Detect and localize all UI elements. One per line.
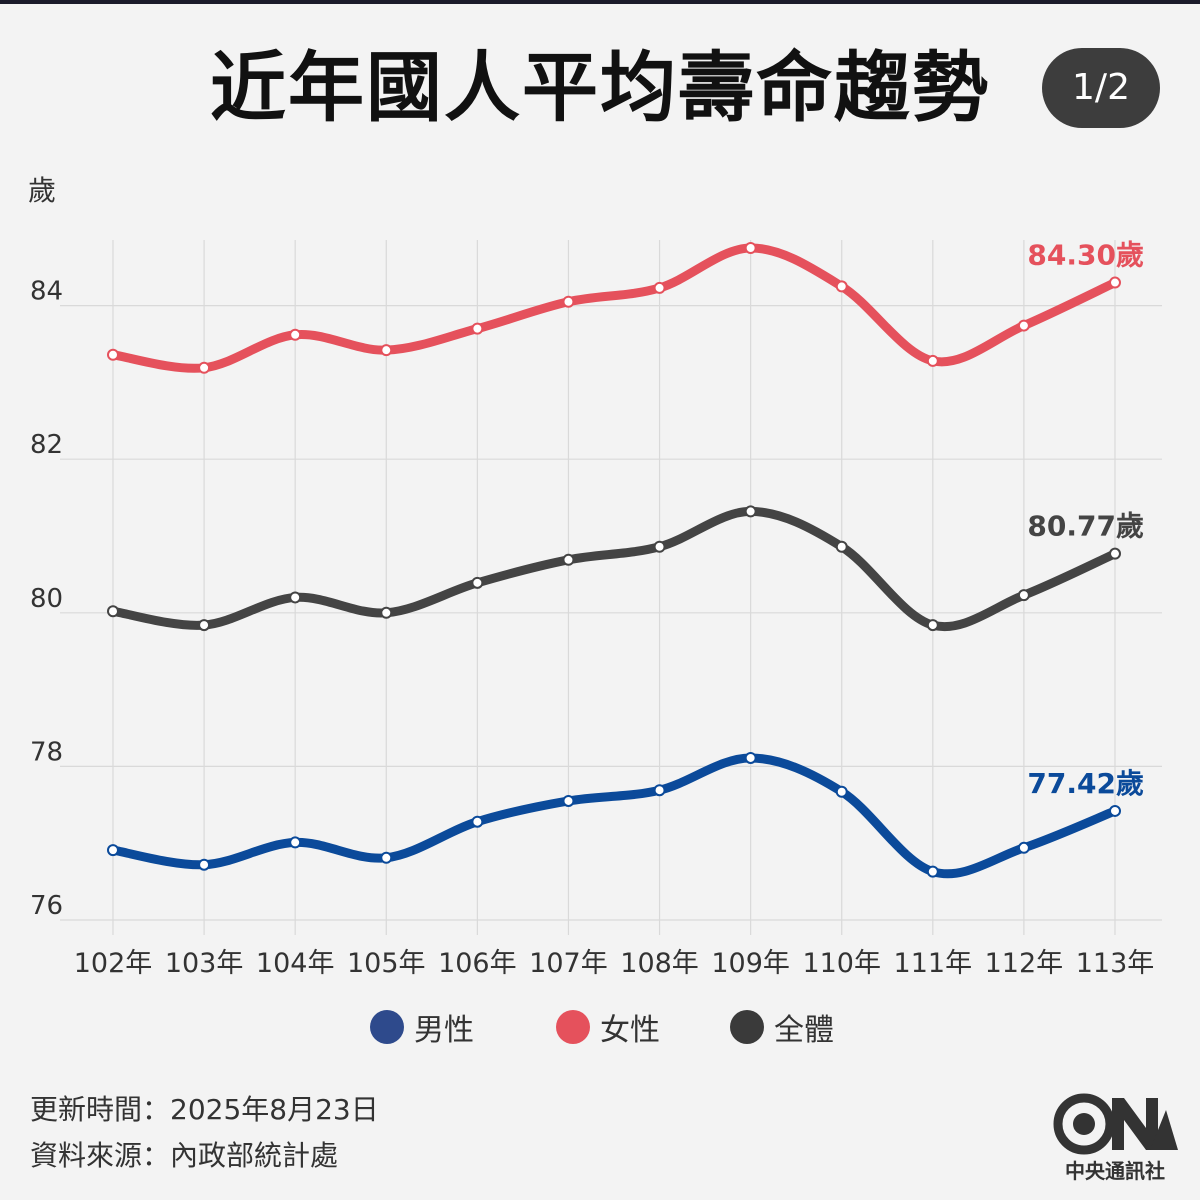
data-point xyxy=(835,540,848,553)
data-point xyxy=(380,851,393,864)
data-point xyxy=(289,836,302,849)
end-value-label: 84.30歲 xyxy=(1027,239,1144,272)
x-tick-label: 109年 xyxy=(711,948,790,979)
x-tick-label: 108年 xyxy=(620,948,699,979)
x-tick-label: 106年 xyxy=(438,948,517,979)
end-value-label: 77.42歲 xyxy=(1027,767,1144,800)
x-tick-label: 104年 xyxy=(256,948,335,979)
data-point xyxy=(1017,841,1030,854)
line-chart: 76 78 80 82 84 歲 102年 103年 104年 105年 106年 107年 108年… xyxy=(28,174,1162,979)
series-line xyxy=(108,753,1120,879)
data-point xyxy=(744,505,757,518)
y-tick-label: 82 xyxy=(30,430,63,460)
legend-dot-icon xyxy=(370,1010,404,1044)
x-tick-label: 111年 xyxy=(894,948,973,979)
data-point xyxy=(289,591,302,604)
update-time: 更新時間：2025年8月23日 xyxy=(30,1093,379,1126)
series-line xyxy=(108,506,1120,631)
x-tick-label: 112年 xyxy=(985,948,1064,979)
data-point xyxy=(107,348,119,361)
data-point xyxy=(835,280,848,293)
data-point xyxy=(107,605,119,618)
data-point xyxy=(744,751,757,764)
data-point xyxy=(926,354,939,367)
data-point xyxy=(198,619,211,632)
data-point xyxy=(562,553,575,566)
data-point xyxy=(471,322,484,335)
data-point xyxy=(744,242,757,254)
data-point xyxy=(471,576,484,589)
legend-label: 全體 xyxy=(774,1013,834,1048)
end-value-label: 80.77歲 xyxy=(1027,510,1144,543)
x-tick-label: 103年 xyxy=(165,948,244,979)
y-axis-label: 歲 xyxy=(28,174,56,207)
data-point xyxy=(380,344,393,357)
x-tick-label: 113年 xyxy=(1076,948,1155,979)
legend-dot-icon xyxy=(730,1010,764,1044)
series-female: 84.30歲 xyxy=(107,239,1144,374)
page-indicator-badge[interactable]: 1/2 xyxy=(1042,48,1160,128)
cna-logo-icon xyxy=(1053,1093,1178,1155)
data-point xyxy=(1109,547,1121,560)
top-rule xyxy=(0,0,1200,4)
legend-label: 女性 xyxy=(600,1013,660,1048)
data-point xyxy=(1017,589,1030,602)
series-all: 80.77歲 xyxy=(107,505,1144,632)
data-point xyxy=(835,785,848,798)
data-point xyxy=(653,281,666,294)
series-male: 77.42歲 xyxy=(107,751,1144,879)
data-point xyxy=(562,295,575,308)
data-point xyxy=(926,865,939,878)
y-tick-label: 84 xyxy=(30,277,63,307)
data-point xyxy=(1109,276,1121,289)
data-point xyxy=(198,361,211,374)
legend-item-male: 男性 xyxy=(370,1002,474,1052)
chart-series: 77.42歲 84.30歲 80.77歲 xyxy=(107,239,1144,879)
legend-label: 男性 xyxy=(414,1013,474,1048)
data-point xyxy=(1109,804,1121,817)
x-tick-label: 105年 xyxy=(347,948,426,979)
chart-legend: 男性 女性 全體 xyxy=(0,1002,1200,1052)
legend-item-female: 女性 xyxy=(556,1002,660,1052)
data-point xyxy=(107,844,119,857)
logo-caption: 中央通訊社 xyxy=(1065,1159,1165,1183)
data-point xyxy=(471,815,484,828)
data-point xyxy=(653,540,666,553)
x-tick-label: 107年 xyxy=(529,948,608,979)
y-tick-label: 80 xyxy=(30,584,63,614)
data-source: 資料來源：內政部統計處 xyxy=(30,1139,339,1172)
y-tick-label: 76 xyxy=(30,891,63,921)
x-tick-label: 102年 xyxy=(74,948,153,979)
x-tick-label: 110年 xyxy=(802,948,881,979)
page-title: 近年國人平均壽命趨勢 xyxy=(210,43,990,132)
data-point xyxy=(562,794,575,807)
data-point xyxy=(380,606,393,619)
y-axis: 76 78 80 82 84 歲 xyxy=(28,174,63,921)
x-axis: 102年 103年 104年 105年 106年 107年 108年 109年 110年 111年… xyxy=(74,948,1155,979)
data-point xyxy=(653,784,666,797)
data-point xyxy=(926,619,939,632)
series-line xyxy=(108,243,1120,373)
data-point xyxy=(1017,319,1030,332)
legend-item-all: 全體 xyxy=(730,1002,834,1052)
data-point xyxy=(198,858,211,871)
legend-dot-icon xyxy=(556,1010,590,1044)
data-point xyxy=(289,328,302,341)
y-tick-label: 78 xyxy=(30,737,63,767)
